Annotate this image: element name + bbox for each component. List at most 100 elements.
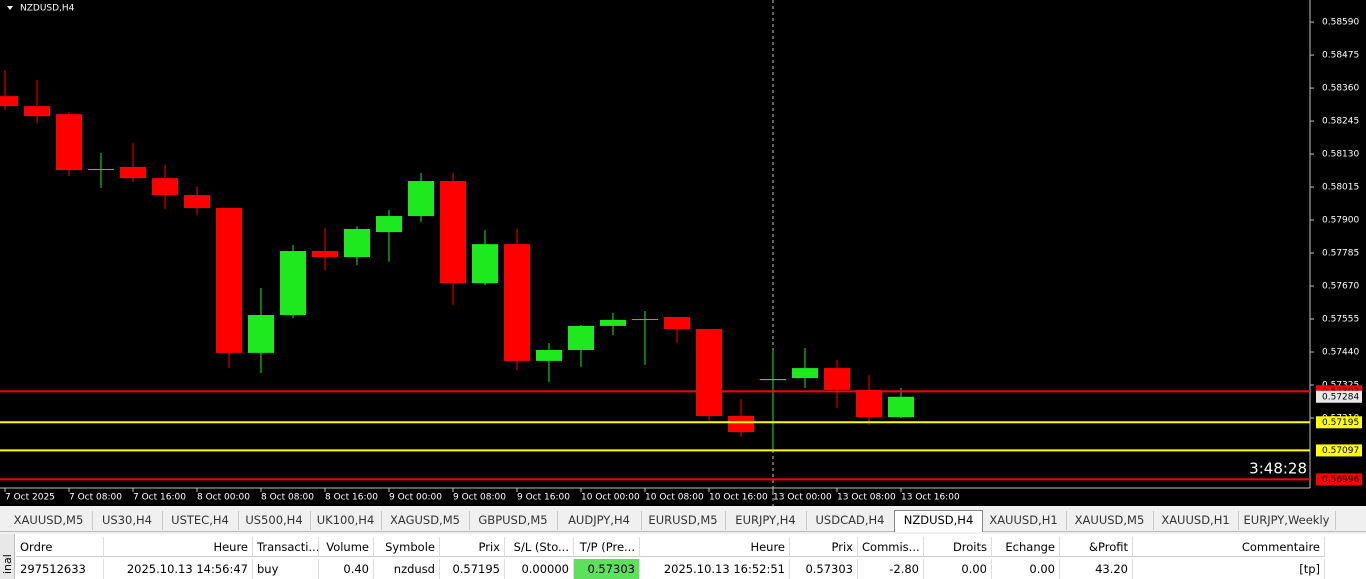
- candle-body: [56, 114, 82, 171]
- y-tick-label: 0.57900: [1322, 216, 1359, 226]
- chart-tab[interactable]: USDCAD,H4: [806, 511, 895, 530]
- candle-body: [696, 329, 722, 416]
- candle-body: [568, 325, 594, 351]
- x-tick-label: 7 Oct 16:00: [133, 493, 186, 503]
- candle-body: [120, 166, 146, 179]
- candle-body: [248, 315, 274, 353]
- table-cell: 0.57303: [574, 559, 640, 579]
- candle-body: [728, 415, 754, 433]
- bid-label: 0.57284: [1322, 392, 1359, 402]
- chart-tab[interactable]: USTEC,H4: [162, 511, 239, 530]
- level-label: 0.57097: [1322, 446, 1359, 456]
- y-tick-label: 0.58590: [1322, 18, 1359, 28]
- candle-body: [88, 168, 114, 170]
- candle-body: [216, 207, 242, 353]
- candle-body: [472, 244, 498, 284]
- x-tick-label: 13 Oct 00:00: [773, 493, 832, 503]
- y-tick-label: 0.57440: [1322, 348, 1359, 358]
- chart-tab[interactable]: XAUUSD,H1: [1153, 511, 1239, 530]
- level-label: 0.56996: [1322, 475, 1359, 485]
- candle-body: [152, 178, 178, 196]
- table-cell: nzdusd: [374, 559, 440, 579]
- table-cell: 0.00: [992, 559, 1060, 579]
- chart-tab[interactable]: XAUUSD,M5: [1066, 511, 1154, 530]
- column-header[interactable]: Commentaire: [1133, 537, 1325, 557]
- x-tick-label: 10 Oct 00:00: [581, 493, 640, 503]
- x-tick-label: 9 Oct 16:00: [517, 493, 570, 503]
- candle-body: [792, 368, 818, 379]
- table-cell: 2025.10.13 14:56:47: [104, 559, 253, 579]
- column-header[interactable]: Symbole: [374, 537, 440, 557]
- table-cell: 0.57303: [790, 559, 858, 579]
- chart-tab[interactable]: EURUSD,M5: [641, 511, 726, 530]
- candle-body: [504, 244, 530, 361]
- chart-tab[interactable]: EURJPY,H4: [725, 511, 807, 530]
- x-tick-label: 8 Oct 08:00: [261, 493, 314, 503]
- chart-tab[interactable]: UK100,H4: [310, 511, 382, 530]
- table-cell: 0.00: [924, 559, 992, 579]
- candle-body: [408, 181, 434, 217]
- chart: NZDUSD,H4 3:48:28 0.58590 0.58475 0.58360 0…: [0, 0, 1366, 506]
- menu-arrow[interactable]: [7, 6, 13, 10]
- candle-body: [0, 96, 18, 107]
- chart-tab[interactable]: US500,H4: [238, 511, 311, 530]
- candle-body: [536, 350, 562, 361]
- column-header[interactable]: &Profit: [1060, 537, 1133, 557]
- candle-body: [888, 396, 914, 418]
- table-cell: [tp]: [1133, 559, 1325, 579]
- level-label-bg: [1316, 473, 1362, 486]
- table-cell: 2025.10.13 16:52:51: [640, 559, 790, 579]
- chart-bg: [0, 0, 1366, 506]
- column-header[interactable]: Ordre: [16, 537, 104, 557]
- table-cell: buy: [253, 559, 319, 579]
- x-tick-label: 9 Oct 00:00: [389, 493, 442, 503]
- x-tick-label: 7 Oct 08:00: [69, 493, 122, 503]
- table-cell: 0.00000: [505, 559, 574, 579]
- column-header[interactable]: Prix: [440, 537, 505, 557]
- column-header[interactable]: Droits: [924, 537, 992, 557]
- column-header[interactable]: Heure: [640, 537, 790, 557]
- chart-tab[interactable]: XAUUSD,H1: [981, 511, 1067, 530]
- column-header[interactable]: Echange: [992, 537, 1060, 557]
- x-tick-label: 8 Oct 16:00: [325, 493, 378, 503]
- candle-body: [280, 251, 306, 316]
- y-tick-label: 0.58130: [1322, 150, 1359, 160]
- column-header[interactable]: Heure: [104, 537, 253, 557]
- column-header[interactable]: S/L (Sto...: [505, 537, 574, 557]
- level-label: 0.57195: [1322, 418, 1359, 428]
- side-label: inal: [1, 554, 14, 574]
- y-tick-label: 0.58245: [1322, 117, 1359, 127]
- candle-body: [856, 389, 882, 418]
- level-label-bg: [1316, 444, 1362, 457]
- terminal-side: inal: [0, 534, 15, 579]
- chart-tab[interactable]: XAGUSD,M5: [381, 511, 470, 530]
- table-cell: -2.80: [858, 559, 924, 579]
- chart-title: NZDUSD,H4: [20, 4, 75, 14]
- chart-tab[interactable]: NZDUSD,H4: [894, 510, 983, 532]
- column-header[interactable]: Commis...: [858, 537, 924, 557]
- table-cell: 0.57195: [440, 559, 505, 579]
- candle-body: [344, 228, 370, 258]
- x-tick-label: 10 Oct 16:00: [709, 493, 768, 503]
- y-tick-label: 0.58360: [1322, 84, 1359, 94]
- x-tick-label: 8 Oct 00:00: [197, 493, 250, 503]
- column-header[interactable]: Volume: [319, 537, 374, 557]
- chart-tab[interactable]: EURJPY,Weekly: [1238, 511, 1336, 530]
- candle-body: [824, 368, 850, 390]
- candle-body: [632, 319, 658, 321]
- candle-body: [664, 317, 690, 330]
- terminal: inal Ordre Heure Transacti... Volume Symbole…: [0, 534, 1366, 579]
- x-tick-label: 7 Oct 2025: [5, 493, 55, 503]
- column-header[interactable]: Prix: [790, 537, 858, 557]
- column-header[interactable]: Transacti...: [253, 537, 319, 557]
- chart-tab[interactable]: GBPUSD,M5: [469, 511, 558, 530]
- chart-tab[interactable]: AUDJPY,H4: [557, 511, 642, 530]
- candle-body: [376, 216, 402, 233]
- candle-body: [312, 251, 338, 258]
- candle-body: [440, 181, 466, 284]
- chart-tab[interactable]: US30,H4: [92, 511, 163, 530]
- column-header[interactable]: T/P (Pre...: [574, 537, 640, 557]
- chart-tab[interactable]: XAUUSD,M5: [5, 511, 93, 530]
- x-tick-label: 13 Oct 16:00: [901, 493, 960, 503]
